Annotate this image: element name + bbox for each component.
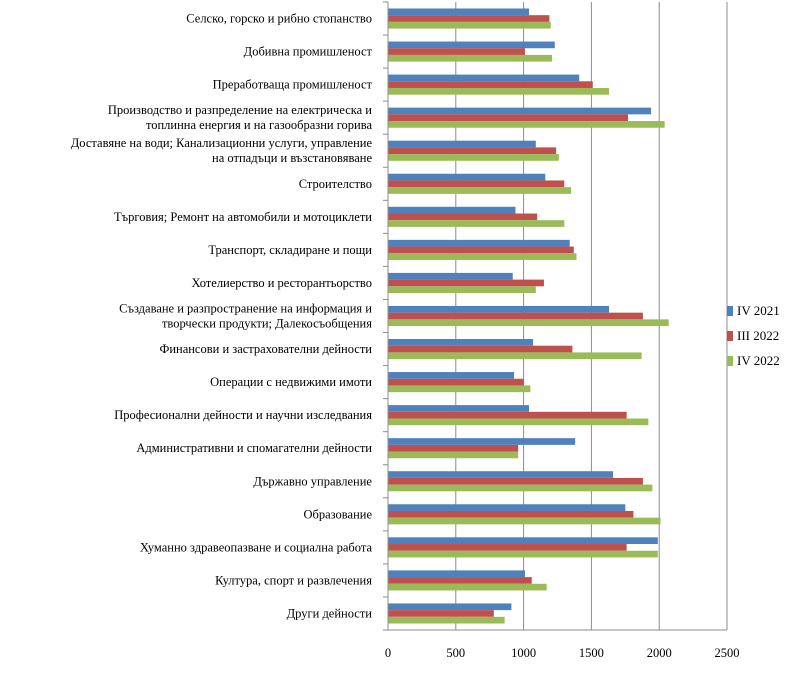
category-label: Строителство (299, 177, 372, 191)
bar (388, 471, 614, 478)
category-label: Доставяне на води; Канализационни услуги… (71, 136, 373, 150)
category-label: Култура, спорт и развлечения (215, 573, 372, 587)
bar (388, 187, 572, 194)
bar (388, 239, 570, 247)
bar (388, 550, 658, 558)
legend-label: III 2022 (737, 328, 779, 343)
category-label: Създаване и разпространение на информаци… (119, 302, 372, 316)
category-label: Професионални дейности и научни изследва… (114, 408, 372, 422)
bar (388, 484, 653, 492)
axes (383, 1, 727, 631)
legend-swatch (727, 356, 733, 366)
category-label: Хотелиерство и ресторантьорство (191, 276, 372, 290)
legend-label: IV 2022 (737, 353, 780, 368)
bar (388, 319, 669, 327)
category-label: Селско, горско и рибно стопанство (186, 12, 372, 26)
bar (388, 48, 525, 55)
bar (388, 477, 643, 485)
x-tick-label: 2000 (647, 646, 672, 660)
bar (388, 603, 512, 611)
bar (388, 537, 658, 545)
x-tick-label: 2500 (715, 646, 740, 660)
legend-swatch (727, 331, 733, 341)
bar (388, 272, 513, 280)
bar (388, 610, 494, 617)
category-label: топлинна енергия и на газообразни горива (146, 118, 373, 132)
bar (388, 220, 565, 227)
bar (388, 504, 626, 511)
bar (388, 107, 652, 115)
bar (388, 378, 524, 386)
bar (388, 616, 505, 624)
bar (388, 352, 642, 360)
bar (388, 41, 555, 49)
legend-swatch (727, 306, 733, 316)
bar (388, 372, 515, 379)
category-labels: Селско, горско и рибно стопанство Добивна… (71, 12, 373, 621)
bar (388, 279, 544, 287)
bar (388, 339, 534, 346)
x-tick-label: 500 (446, 646, 465, 660)
bar (388, 305, 610, 313)
bar (388, 213, 538, 221)
x-tick-label: 1500 (579, 646, 604, 660)
bar (388, 8, 530, 16)
bar (388, 180, 565, 188)
bar (388, 114, 629, 122)
bar (388, 81, 593, 88)
x-tick-label: 1000 (511, 646, 536, 660)
bar (388, 583, 547, 591)
bar (388, 418, 649, 426)
bar (388, 140, 536, 148)
category-label: Хуманно здравеопазване и социална работа (140, 540, 373, 554)
bar (388, 385, 531, 393)
bar (388, 54, 553, 62)
bar (388, 154, 559, 161)
bar (388, 206, 516, 214)
category-label: Държавно управление (253, 474, 372, 488)
category-label: Други дейности (287, 606, 373, 620)
bar (388, 570, 525, 578)
category-label: Административни и спомагателни дейности (136, 441, 372, 455)
bar (388, 544, 627, 551)
category-label: Транспорт, складиране и пощи (208, 243, 372, 257)
legend: IV 2021 III 2022 IV 2022 (727, 303, 780, 368)
bar (388, 411, 627, 419)
bar (388, 405, 530, 412)
bar (388, 517, 661, 525)
bar (388, 253, 577, 260)
bar (388, 147, 557, 155)
bar (388, 312, 643, 320)
category-label: Добивна промишленост (244, 45, 373, 59)
category-label: Търговия; Ремонт на автомобили и мотоцик… (114, 210, 372, 224)
bar (388, 444, 519, 452)
bar (388, 87, 610, 95)
bar (388, 173, 546, 181)
bar (388, 21, 551, 29)
x-tick-labels: 0 500 1000 1500 2000 2500 (385, 646, 740, 660)
category-label: Образование (303, 507, 372, 521)
bars (388, 8, 669, 624)
category-label: творчески продукти; Далекосъобщения (162, 317, 372, 331)
category-label: Преработваща промишленост (213, 78, 373, 92)
bar (388, 438, 576, 445)
bar (388, 15, 550, 22)
bar (388, 74, 580, 82)
category-label: Операции с недвижими имоти (210, 375, 372, 389)
bar (388, 121, 665, 128)
bar (388, 577, 532, 584)
category-label: Финансови и застрахователни дейности (159, 342, 372, 356)
bar (388, 345, 573, 353)
bar (388, 510, 634, 518)
bar (388, 451, 519, 459)
category-label: Производство и разпределение на електрич… (108, 103, 372, 117)
bar (388, 286, 536, 293)
x-tick-label: 0 (385, 646, 391, 660)
bar (388, 246, 574, 254)
category-label: на отпадъци и възстановяване (212, 151, 372, 165)
legend-label: IV 2021 (737, 303, 780, 318)
